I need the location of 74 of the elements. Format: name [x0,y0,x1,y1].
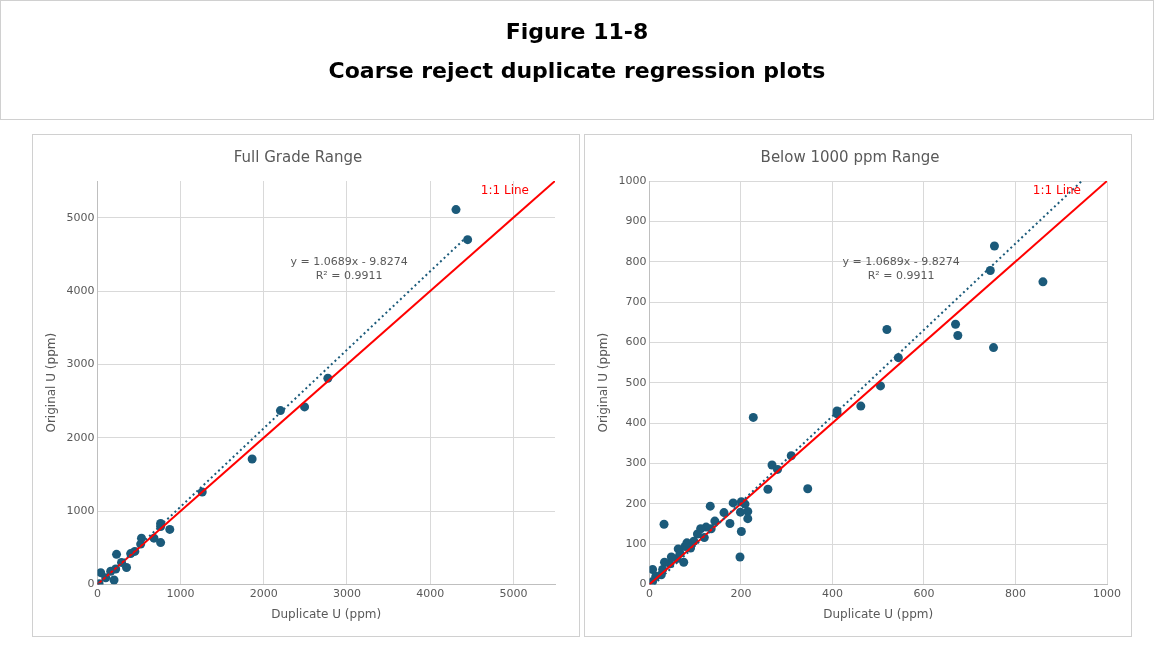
point [122,563,132,573]
point [748,412,758,422]
text: Figure 11-8 [504,19,650,44]
text: Coarse reject duplicate regression plots [327,58,827,83]
x-tick-label: 200 [730,586,752,600]
point [743,514,753,524]
y-tick-label: 1000 [618,173,647,187]
y-tick-label: 2000 [66,430,95,444]
x-tick-label: 1000 [166,586,195,600]
point [985,266,995,276]
point [763,484,773,494]
point [649,564,658,574]
x-tick-label: 5000 [499,586,528,600]
point [275,406,285,416]
y-tick-label: 1000 [66,503,95,517]
point [451,205,461,215]
point [989,241,999,251]
x-tick-label: 400 [821,586,843,600]
y-tick-label: 200 [625,496,647,510]
x-axis-title: Duplicate U (ppm) [271,606,382,621]
point [951,319,961,329]
point [735,552,745,562]
point [679,557,689,567]
chart-title: Below 1000 ppm Range [760,147,940,166]
y-tick-label: 5000 [66,210,95,224]
point [705,501,715,511]
point [736,527,746,537]
y-tick-label: 3000 [66,357,95,371]
point [247,454,257,464]
point [725,518,735,528]
point [109,575,119,585]
y-tick-label: 700 [625,294,647,308]
y-tick-label: 4000 [66,283,95,297]
x-tick-label: 3000 [333,586,361,600]
y-tick-label: 900 [625,214,647,228]
x-tick-label: 2000 [249,586,278,600]
y-tick-label: 300 [625,456,647,470]
series-label: 1:1 Line [1032,183,1081,198]
x-tick-label: 800 [1004,586,1026,600]
point [728,498,738,508]
point [165,524,175,534]
point [893,353,903,363]
point [659,519,669,529]
annotation: R² = 0.9911 [315,268,383,282]
point [666,552,676,562]
y-tick-label: 0 [87,577,95,591]
y-tick-label: 800 [625,254,647,268]
y-axis-title: Original U (ppm) [44,332,59,433]
point [989,343,999,353]
annotation: R² = 0.9911 [867,268,935,282]
point [1038,277,1048,287]
series-label: 1:1 Line [480,183,529,198]
point [156,538,166,548]
point [803,484,813,494]
annotation: y = 1.0689x - 9.8274 [290,254,408,268]
annotation: y = 1.0689x - 9.8274 [842,254,960,268]
chart-title: Full Grade Range [233,147,363,166]
x-tick-label: 600 [913,586,935,600]
point [696,524,706,534]
point [953,331,963,340]
y-tick-label: 600 [625,335,647,349]
x-tick-label: 4000 [416,586,445,600]
y-tick-label: 0 [639,577,647,591]
y-tick-label: 100 [625,536,647,550]
y-tick-label: 400 [625,415,647,429]
x-axis-title: Duplicate U (ppm) [823,606,934,621]
y-tick-label: 500 [625,375,647,389]
point [112,549,122,559]
point [856,401,866,411]
point [719,508,729,518]
point [463,235,473,245]
y-axis-title: Original U (ppm) [596,332,611,433]
x-tick-label: 1000 [1093,586,1121,600]
point [882,324,892,334]
